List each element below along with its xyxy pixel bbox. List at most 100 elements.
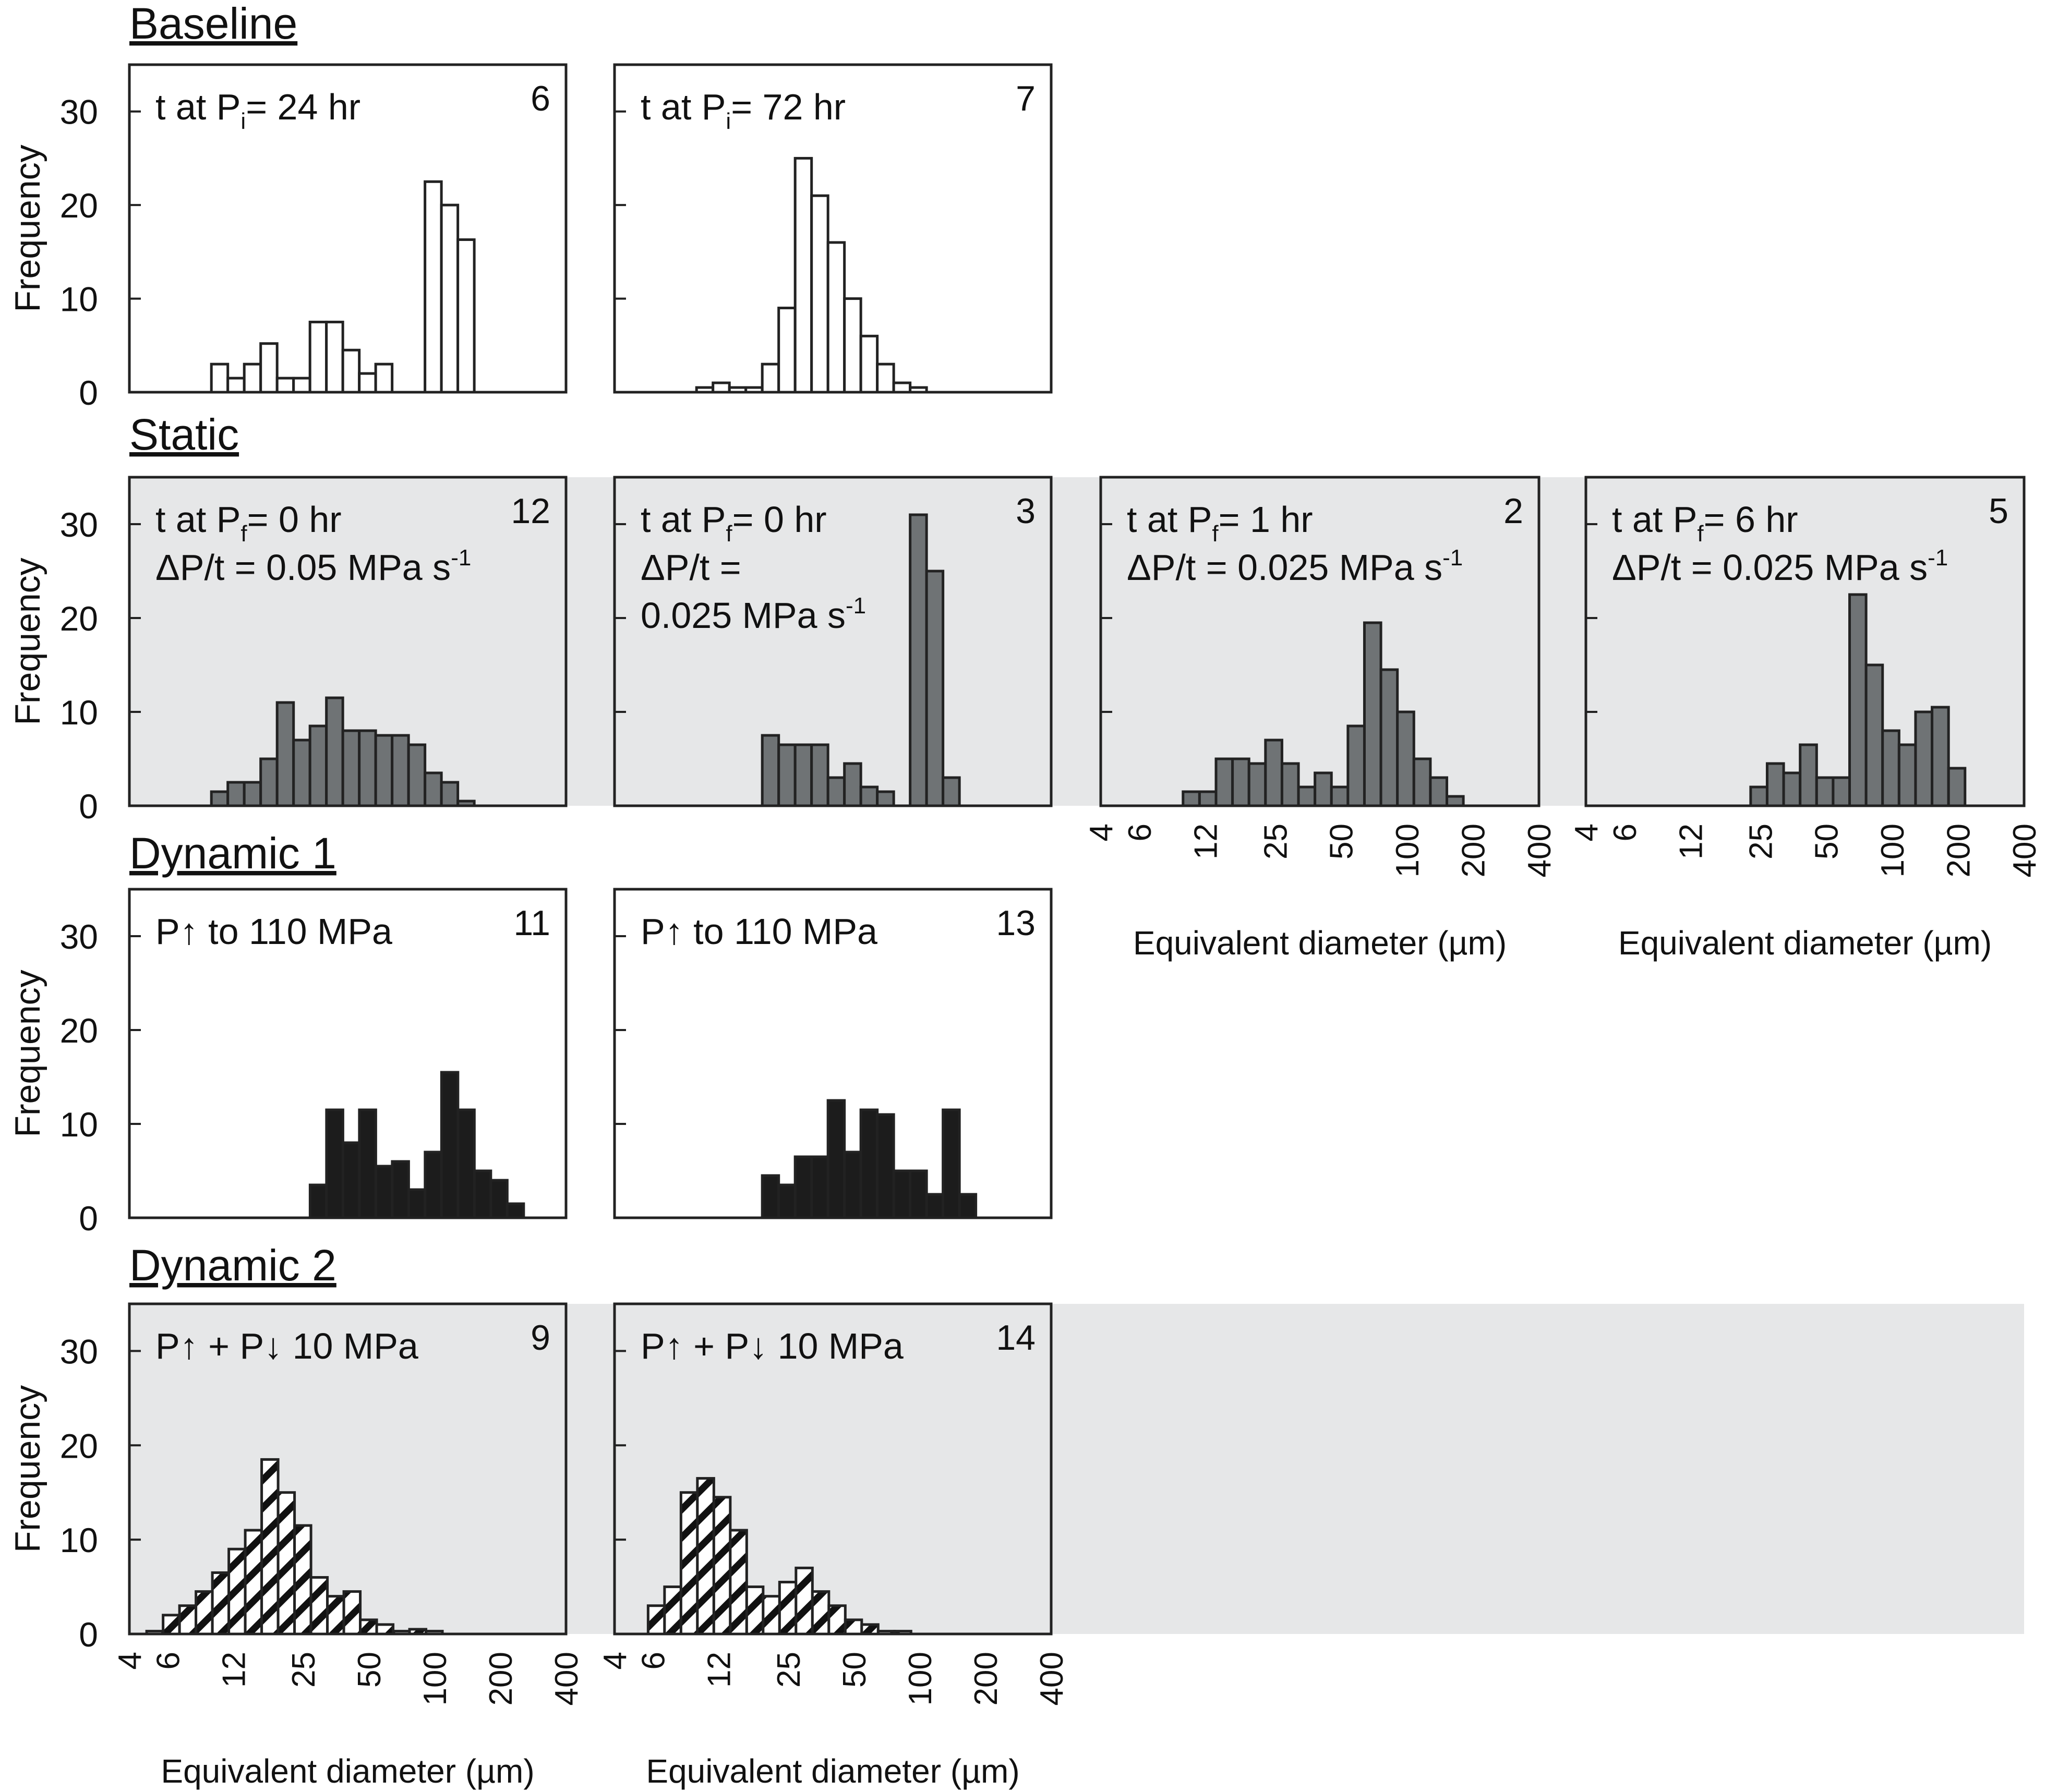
annotation-text-tail: = 1 hr [1219,499,1313,540]
panel-frame [613,63,1053,394]
panel-number: 2 [1503,491,1523,531]
bar [942,776,961,807]
y-tick-label: 0 [79,1615,98,1654]
bar [843,762,862,807]
bar [909,1169,928,1219]
bar [810,743,829,807]
bar [424,771,443,807]
annotation-text: t at P [155,87,240,127]
annotation-subscript: f [1212,521,1219,547]
annotation-text-tail: = 72 hr [731,87,846,127]
y-tick-label: 30 [60,93,98,131]
bar [325,1108,344,1219]
bar [712,381,731,394]
panel-number: 11 [513,903,550,943]
panel-frame [613,476,1053,807]
bar [391,734,410,807]
panel-annotation: ΔP/t = [641,547,741,588]
bar [1280,762,1300,807]
x-tick-label: 50 [1324,824,1360,859]
annotation-subscript: f [726,521,732,547]
bar [308,320,328,394]
panel-11 [128,888,568,1219]
bar [162,1614,181,1636]
annotation-subscript: i [240,108,246,134]
bar [358,1108,377,1219]
panel-number: 5 [1989,491,2008,531]
annotation-text: ΔP/t = [641,547,741,588]
annotation-text-tail: = 0 hr [732,499,827,540]
bar [761,734,780,807]
bar [1412,757,1432,807]
x-tick-label: 6 [636,1652,672,1669]
annotation-text: t at P [1127,499,1212,540]
bar [729,1529,748,1636]
annotation-subscript: f [1697,521,1704,547]
annotation-text: P↑ + P↓ 10 MPa [155,1326,418,1366]
panel-annotation: P↑ to 110 MPa [641,911,877,952]
annotation-text-tail: = 24 hr [246,87,360,127]
x-tick-label: 4 [1569,824,1605,841]
bar [326,1595,345,1636]
x-tick-label: 12 [702,1652,738,1688]
y-tick-label: 10 [60,1105,98,1144]
panels-layer [128,63,2026,1636]
y-axis-label: Frequency [8,1385,47,1553]
bar [1832,776,1851,807]
bar [342,1590,362,1636]
panel-annotation: t at Pi= 72 hr [641,87,846,134]
x-tick-label: 6 [1122,824,1158,841]
x-tick-label: 200 [1456,824,1492,877]
bar [1749,785,1768,807]
panel-annotation: P↑ + P↓ 10 MPa [641,1326,904,1366]
y-axis-label: Frequency [8,144,47,312]
annotation-text: ΔP/t = 0.05 MPa s [155,547,451,588]
bar [925,570,945,807]
bar [925,1193,945,1219]
panel-number: 12 [511,491,550,531]
bar [777,307,797,394]
panel-annotation: ΔP/t = 0.025 MPa s-1 [1612,545,1948,588]
y-tick-label: 30 [60,505,98,544]
bar [826,1099,846,1219]
bar [456,238,476,394]
panel-annotation: t at Pf= 1 hr [1127,499,1313,547]
panel-frame [1099,476,1540,807]
bar [859,1108,879,1219]
section-title: Dynamic 2 [129,1241,336,1290]
annotation-subscript: f [240,521,247,547]
bar [1247,762,1267,807]
x-tick-label: 12 [216,1652,252,1688]
panel-frame [128,1302,568,1636]
bar [374,362,394,394]
panel-background [129,1304,566,1634]
panel-frame [128,888,568,1219]
bar [876,1113,895,1219]
bar [1396,710,1415,807]
panel-9 [128,1302,568,1636]
bar [777,743,797,807]
x-tick-label: 4 [597,1652,633,1669]
bar [244,1529,263,1636]
bar [227,1547,247,1636]
bar [811,1590,831,1636]
annotation-text: P↑ + P↓ 10 MPa [641,1326,904,1366]
bar [793,1155,813,1219]
panel-5 [1584,476,2026,807]
panel-14 [613,1302,1053,1636]
y-axis-label: Frequency [8,970,47,1137]
panel-annotation: P↑ + P↓ 10 MPa [155,1326,418,1366]
panel-13 [613,888,1053,1219]
bar [762,1595,781,1636]
section-title: Baseline [129,0,297,48]
panel-number: 7 [1016,79,1036,118]
bar [777,1183,797,1219]
bar [843,1151,862,1219]
panel-12 [128,476,568,807]
bar [1379,668,1399,807]
bar [308,1183,328,1219]
bar [178,1604,198,1636]
bar [243,781,262,807]
panel-2 [1099,476,1540,807]
panel-6 [128,63,568,394]
